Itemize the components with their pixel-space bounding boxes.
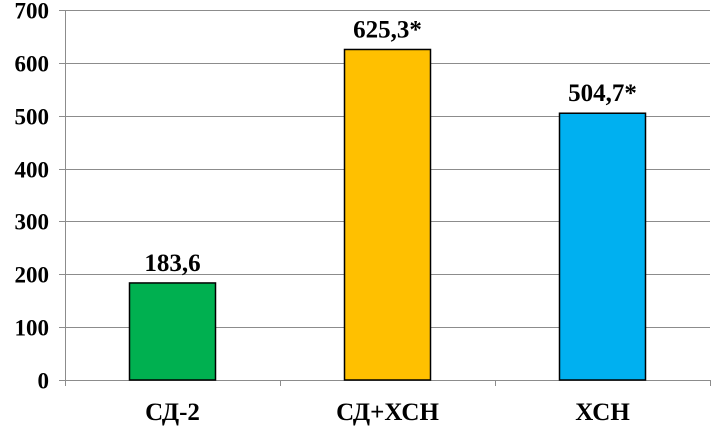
y-tick-label: 200 bbox=[15, 263, 50, 288]
y-tick-label: 700 bbox=[15, 0, 50, 24]
category-label-3: ХСН bbox=[575, 399, 630, 426]
y-tick-label: 600 bbox=[15, 52, 50, 77]
bar-1 bbox=[128, 282, 217, 381]
y-tick-label: 500 bbox=[15, 105, 50, 130]
bar-2 bbox=[343, 48, 432, 381]
category-label-2: СД+ХСН bbox=[336, 399, 439, 426]
y-tick-label: 400 bbox=[15, 158, 50, 183]
y-tick-label: 300 bbox=[15, 210, 50, 235]
data-label-3: 504,7* bbox=[568, 80, 637, 107]
category-labels: СД-2 СД+ХСН ХСН bbox=[145, 399, 630, 426]
data-labels: 183,6 625,3* 504,7* bbox=[144, 16, 637, 276]
data-label-1: 183,6 bbox=[144, 250, 200, 277]
category-label-1: СД-2 bbox=[145, 399, 200, 426]
bars bbox=[128, 48, 647, 381]
data-label-2: 625,3* bbox=[353, 16, 422, 43]
y-tick-labels: 0 100 200 300 400 500 600 700 bbox=[15, 0, 50, 394]
y-tick-label: 0 bbox=[38, 369, 50, 394]
y-tick-label: 100 bbox=[15, 316, 50, 341]
bar-3 bbox=[558, 112, 647, 381]
